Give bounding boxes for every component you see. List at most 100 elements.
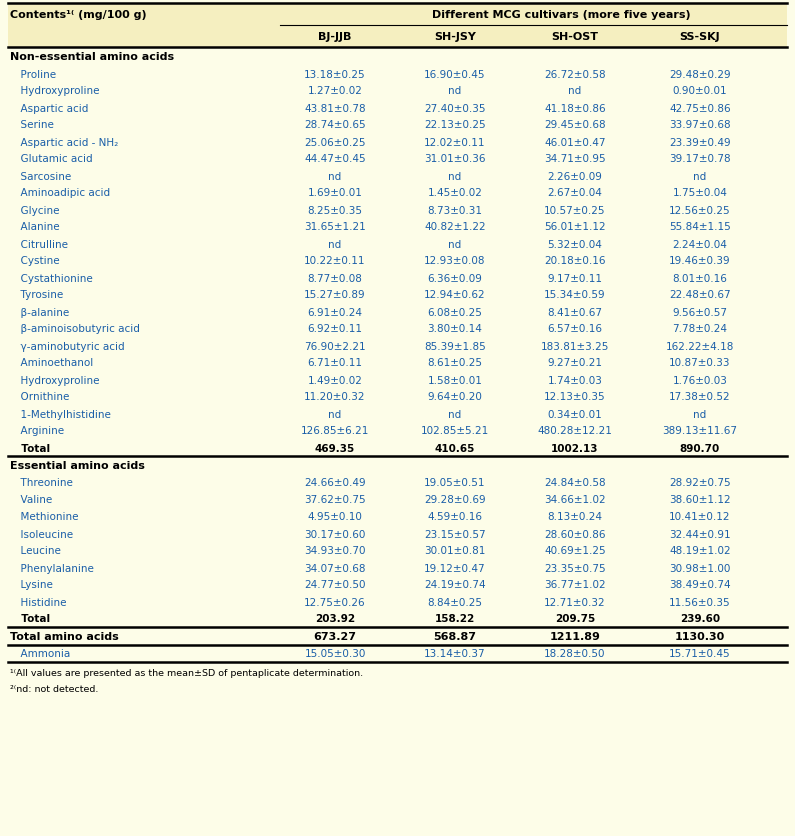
- Text: nd: nd: [693, 171, 707, 181]
- Text: 55.84±1.15: 55.84±1.15: [669, 222, 731, 232]
- Text: Phenylalanine: Phenylalanine: [14, 563, 94, 573]
- Text: 37.62±0.75: 37.62±0.75: [304, 495, 366, 505]
- Text: nd: nd: [568, 86, 582, 96]
- Text: 673.27: 673.27: [313, 631, 356, 641]
- Text: 1211.89: 1211.89: [549, 631, 600, 641]
- Text: 162.22±4.18: 162.22±4.18: [665, 341, 735, 351]
- Text: 8.01±0.16: 8.01±0.16: [673, 273, 727, 283]
- Text: 41.18±0.86: 41.18±0.86: [545, 104, 606, 114]
- Text: 9.17±0.11: 9.17±0.11: [548, 273, 603, 283]
- Text: 30.17±0.60: 30.17±0.60: [304, 529, 366, 539]
- Text: Glycine: Glycine: [14, 206, 60, 215]
- Text: 28.74±0.65: 28.74±0.65: [304, 120, 366, 130]
- Text: 32.44±0.91: 32.44±0.91: [669, 529, 731, 539]
- Text: 29.45±0.68: 29.45±0.68: [545, 120, 606, 130]
- Text: 12.71±0.32: 12.71±0.32: [545, 597, 606, 607]
- Text: 30.98±1.00: 30.98±1.00: [669, 563, 731, 573]
- Text: 9.27±0.21: 9.27±0.21: [548, 358, 603, 368]
- Text: 1.58±0.01: 1.58±0.01: [428, 375, 483, 385]
- Text: 10.41±0.12: 10.41±0.12: [669, 512, 731, 522]
- Text: Isoleucine: Isoleucine: [14, 529, 73, 539]
- Text: 6.92±0.11: 6.92±0.11: [308, 324, 363, 334]
- Text: 102.85±5.21: 102.85±5.21: [421, 426, 489, 436]
- Text: 28.60±0.86: 28.60±0.86: [545, 529, 606, 539]
- Text: Threonine: Threonine: [14, 478, 73, 488]
- Text: 1.27±0.02: 1.27±0.02: [308, 86, 363, 96]
- Text: 158.22: 158.22: [435, 614, 475, 624]
- Text: Methionine: Methionine: [14, 512, 79, 522]
- Text: 15.27±0.89: 15.27±0.89: [304, 290, 366, 300]
- Text: 6.57±0.16: 6.57±0.16: [548, 324, 603, 334]
- Text: 10.22±0.11: 10.22±0.11: [304, 256, 366, 266]
- Text: ²⁽nd: not detected.: ²⁽nd: not detected.: [10, 684, 99, 693]
- Text: 8.61±0.25: 8.61±0.25: [428, 358, 483, 368]
- Text: SH-OST: SH-OST: [552, 32, 599, 42]
- Text: 31.65±1.21: 31.65±1.21: [304, 222, 366, 232]
- Text: 48.19±1.02: 48.19±1.02: [669, 546, 731, 556]
- Text: 24.84±0.58: 24.84±0.58: [545, 478, 606, 488]
- Text: 23.15±0.57: 23.15±0.57: [425, 529, 486, 539]
- Text: 56.01±1.12: 56.01±1.12: [545, 222, 606, 232]
- Text: Aminoadipic acid: Aminoadipic acid: [14, 188, 111, 198]
- Text: Hydroxyproline: Hydroxyproline: [14, 86, 99, 96]
- Text: 26.72±0.58: 26.72±0.58: [545, 69, 606, 79]
- Text: 6.36±0.09: 6.36±0.09: [428, 273, 483, 283]
- Text: 1130.30: 1130.30: [675, 631, 725, 641]
- Text: ¹⁽All values are presented as the mean±SD of pentaplicate determination.: ¹⁽All values are presented as the mean±S…: [10, 668, 363, 677]
- Text: 38.60±1.12: 38.60±1.12: [669, 495, 731, 505]
- Text: Proline: Proline: [14, 69, 56, 79]
- Text: 1.74±0.03: 1.74±0.03: [548, 375, 603, 385]
- Text: 85.39±1.85: 85.39±1.85: [424, 341, 486, 351]
- Text: 9.64±0.20: 9.64±0.20: [428, 392, 483, 402]
- Text: 11.20±0.32: 11.20±0.32: [304, 392, 366, 402]
- Text: 24.77±0.50: 24.77±0.50: [304, 580, 366, 589]
- Text: Total amino acids: Total amino acids: [10, 631, 118, 641]
- Text: 25.06±0.25: 25.06±0.25: [304, 137, 366, 147]
- Text: 1-Methylhistidine: 1-Methylhistidine: [14, 409, 111, 419]
- Text: 43.81±0.78: 43.81±0.78: [304, 104, 366, 114]
- Text: 8.41±0.67: 8.41±0.67: [548, 307, 603, 317]
- Text: 19.12±0.47: 19.12±0.47: [425, 563, 486, 573]
- Text: SH-JSY: SH-JSY: [434, 32, 476, 42]
- Text: 890.70: 890.70: [680, 443, 720, 453]
- Text: 3.80±0.14: 3.80±0.14: [428, 324, 483, 334]
- Text: 1002.13: 1002.13: [551, 443, 599, 453]
- Text: 23.39±0.49: 23.39±0.49: [669, 137, 731, 147]
- Text: 23.35±0.75: 23.35±0.75: [545, 563, 606, 573]
- Text: 209.75: 209.75: [555, 614, 595, 624]
- Text: 31.01±0.36: 31.01±0.36: [425, 155, 486, 165]
- Text: 4.59±0.16: 4.59±0.16: [428, 512, 483, 522]
- Text: nd: nd: [328, 171, 342, 181]
- Text: Total: Total: [14, 443, 50, 453]
- Text: nd: nd: [448, 86, 462, 96]
- Text: 19.05±0.51: 19.05±0.51: [425, 478, 486, 488]
- Text: 10.87±0.33: 10.87±0.33: [669, 358, 731, 368]
- Text: 2.26±0.09: 2.26±0.09: [548, 171, 603, 181]
- Text: Glutamic acid: Glutamic acid: [14, 155, 93, 165]
- Text: 12.02±0.11: 12.02±0.11: [425, 137, 486, 147]
- Text: 2.24±0.04: 2.24±0.04: [673, 239, 727, 249]
- Text: SS-SKJ: SS-SKJ: [680, 32, 720, 42]
- Text: 469.35: 469.35: [315, 443, 355, 453]
- Text: β-alanine: β-alanine: [14, 307, 69, 317]
- Text: Non-essential amino acids: Non-essential amino acids: [10, 52, 174, 62]
- Text: nd: nd: [448, 239, 462, 249]
- Text: Different MCG cultivars (more five years): Different MCG cultivars (more five years…: [432, 10, 690, 20]
- Text: Aspartic acid: Aspartic acid: [14, 104, 88, 114]
- Text: 12.94±0.62: 12.94±0.62: [425, 290, 486, 300]
- Text: nd: nd: [693, 409, 707, 419]
- Text: 28.92±0.75: 28.92±0.75: [669, 478, 731, 488]
- Text: 0.90±0.01: 0.90±0.01: [673, 86, 727, 96]
- Text: 27.40±0.35: 27.40±0.35: [425, 104, 486, 114]
- Text: Sarcosine: Sarcosine: [14, 171, 72, 181]
- Text: 239.60: 239.60: [680, 614, 720, 624]
- Text: 39.17±0.78: 39.17±0.78: [669, 155, 731, 165]
- Text: 12.56±0.25: 12.56±0.25: [669, 206, 731, 215]
- Text: 38.49±0.74: 38.49±0.74: [669, 580, 731, 589]
- Text: Aminoethanol: Aminoethanol: [14, 358, 93, 368]
- Text: 20.18±0.16: 20.18±0.16: [545, 256, 606, 266]
- Text: 16.90±0.45: 16.90±0.45: [425, 69, 486, 79]
- Text: Arginine: Arginine: [14, 426, 64, 436]
- Text: 42.75±0.86: 42.75±0.86: [669, 104, 731, 114]
- Text: Cystine: Cystine: [14, 256, 60, 266]
